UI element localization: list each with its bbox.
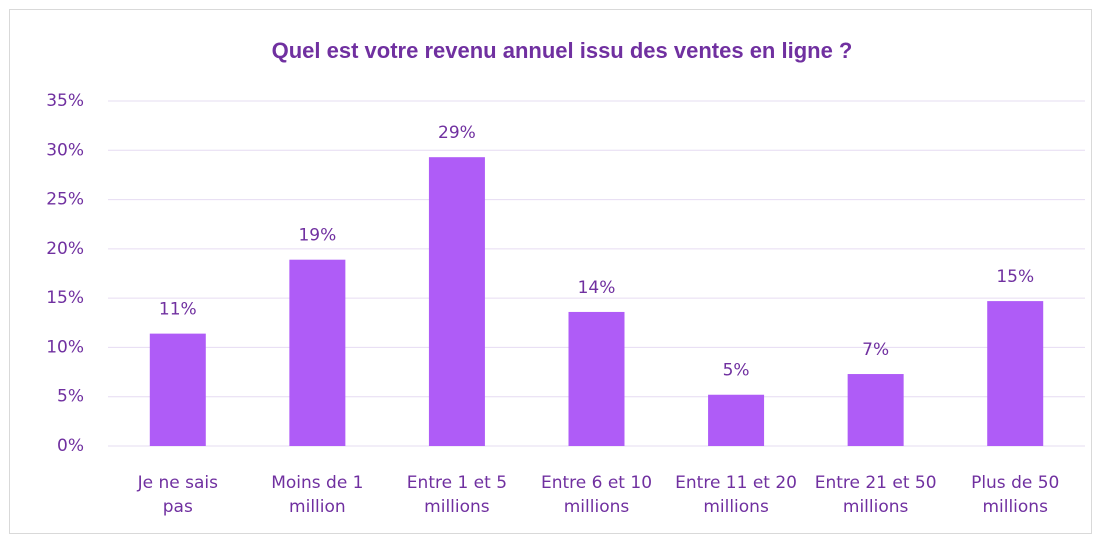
x-tick-label: millions [843, 497, 909, 517]
bar [289, 259, 346, 446]
y-tick-label: 15% [46, 288, 84, 308]
x-tick-label: million [289, 497, 346, 517]
x-tick-label: Moins de 1 [271, 473, 363, 493]
y-tick-label: 10% [46, 337, 84, 357]
x-tick-label: Je ne sais [137, 473, 219, 493]
y-tick-label: 20% [46, 239, 84, 259]
bar [568, 311, 625, 446]
y-tick-label: 30% [46, 140, 84, 160]
bar [708, 394, 765, 446]
bar [847, 374, 904, 446]
bar [987, 301, 1044, 446]
data-label: 29% [438, 123, 476, 143]
data-label: 11% [159, 300, 197, 320]
y-tick-label: 25% [46, 190, 84, 210]
x-tick-label: Entre 1 et 5 [407, 473, 507, 493]
x-tick-label: pas [163, 497, 193, 517]
x-tick-label: millions [424, 497, 490, 517]
data-label: 5% [723, 361, 750, 381]
x-tick-label: Plus de 50 [971, 473, 1059, 493]
bar [428, 157, 485, 446]
x-tick-label: Entre 21 et 50 [815, 473, 937, 493]
chart-title: Quel est votre revenu annuel issu des ve… [272, 38, 853, 63]
x-tick-label: Entre 11 et 20 [675, 473, 797, 493]
y-tick-label: 0% [57, 436, 84, 456]
x-tick-label: millions [703, 497, 769, 517]
data-label: 7% [862, 340, 889, 360]
bar [149, 333, 206, 446]
data-label: 19% [298, 226, 336, 246]
data-label: 15% [996, 267, 1034, 287]
x-tick-label: millions [982, 497, 1048, 517]
y-tick-label: 5% [57, 387, 84, 407]
x-tick-label: millions [564, 497, 630, 517]
x-tick-label: Entre 6 et 10 [541, 473, 652, 493]
y-tick-label: 35% [46, 91, 84, 111]
chart-border [9, 9, 1092, 534]
data-label: 14% [578, 278, 616, 298]
